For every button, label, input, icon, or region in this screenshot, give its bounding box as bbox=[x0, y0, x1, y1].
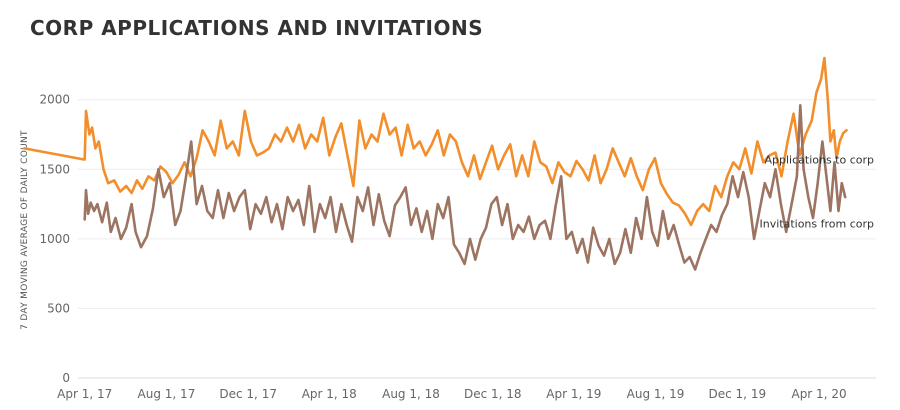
x-tick-label: Apr 1, 17 bbox=[57, 387, 112, 401]
x-tick-label: Aug 1, 17 bbox=[138, 387, 196, 401]
series-line-applications-to-corp bbox=[23, 56, 848, 227]
x-tick-label: Dec 1, 18 bbox=[464, 387, 522, 401]
series-label-invitations-from-corp: Invitations from corp bbox=[759, 218, 874, 231]
y-tick-label: 0 bbox=[62, 371, 70, 385]
axes: 0 500 1000 1500 2000 Apr 1, 17 Aug 1, 17 Dec 1,… bbox=[39, 93, 876, 401]
x-tick-label: Aug 1, 18 bbox=[382, 387, 440, 401]
x-tick-label: Apr 1, 20 bbox=[791, 387, 846, 401]
series-lines bbox=[23, 56, 848, 271]
x-tick-label: Aug 1, 19 bbox=[627, 387, 685, 401]
x-tick-label: Dec 1, 19 bbox=[709, 387, 767, 401]
chart-title: CORP APPLICATIONS AND INVITATIONS bbox=[30, 16, 484, 40]
series-label-applications-to-corp: Applications to corp bbox=[764, 154, 874, 167]
y-axis-title: 7 DAY MOVING AVERAGE OF DAILY COUNT bbox=[20, 130, 30, 330]
y-tick-label: 1500 bbox=[39, 162, 70, 176]
y-tick-label: 500 bbox=[47, 301, 70, 315]
x-tick-label: Apr 1, 18 bbox=[302, 387, 357, 401]
y-tick-label: 1000 bbox=[39, 232, 70, 246]
series-labels: Applications to corp Invitations from cor… bbox=[759, 154, 874, 231]
x-tick-label: Dec 1, 17 bbox=[219, 387, 277, 401]
x-tick-label: Apr 1, 19 bbox=[546, 387, 601, 401]
series-line-invitations-from-corp bbox=[83, 104, 847, 271]
y-tick-label: 2000 bbox=[39, 93, 70, 107]
